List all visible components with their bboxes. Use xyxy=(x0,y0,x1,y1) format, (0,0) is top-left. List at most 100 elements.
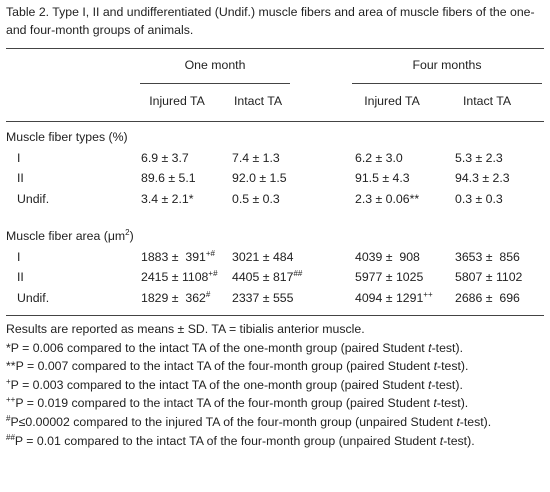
section-title: Muscle fiber types (%) xyxy=(6,128,128,146)
row-label: I xyxy=(17,249,21,264)
footnote: *P = 0.006 compared to the intact TA of … xyxy=(6,339,538,358)
footnote: ##P = 0.01 compared to the intact TA of … xyxy=(6,432,538,451)
footnote-italic: t xyxy=(456,414,460,429)
footnote-tail: -test). xyxy=(431,377,463,392)
footnote: **P = 0.007 compared to the intact TA of… xyxy=(6,357,538,376)
cell-text: 4094 ± 1291 xyxy=(355,290,424,305)
footnote: ++P = 0.019 compared to the intact TA of… xyxy=(6,394,538,413)
group-rule xyxy=(140,83,290,84)
footnote: +P = 0.003 compared to the intact TA of … xyxy=(6,376,538,395)
cell: 6.2 ± 3.0 xyxy=(355,149,403,167)
cell-text: 2337 ± 555 xyxy=(232,290,294,305)
footnote-italic: t xyxy=(433,396,437,411)
footnote-tail: -test). xyxy=(436,396,469,411)
rule xyxy=(6,315,544,316)
cell-text: 0.3 ± 0.3 xyxy=(455,191,503,206)
footnote-text: P = 0.003 compared to the intact TA of t… xyxy=(10,377,429,392)
cell: 4405 ± 817## xyxy=(232,268,302,286)
footnote-italic: t xyxy=(433,359,438,374)
footnote-text: **P = 0.007 compared to the intact TA of… xyxy=(6,359,434,374)
cell-text: 5807 ± 1102 xyxy=(455,270,523,284)
cell: 2415 ± 1108+# xyxy=(141,268,218,286)
cell-text: 2.3 ± 0.06** xyxy=(355,191,420,206)
column-header: Intact TA xyxy=(233,94,283,108)
cell-text: 3.4 ± 2.1* xyxy=(141,191,194,206)
cell-text: 91.5 ± 4.3 xyxy=(355,171,410,185)
cell: 4094 ± 1291++ xyxy=(355,289,433,307)
cell: 0.5 ± 0.3 xyxy=(232,190,280,208)
caption: Table 2. Type I, II and undifferentiated… xyxy=(6,5,535,37)
footnote-tail: -test). xyxy=(459,414,492,429)
section-title-tail: ) xyxy=(129,229,134,243)
cell-text: 2686 ± 696 xyxy=(455,290,520,305)
column-header: Injured TA xyxy=(149,94,205,108)
section-title-text: Muscle fiber types (%) xyxy=(6,130,128,144)
cell-text: 4405 ± 817 xyxy=(232,270,294,284)
superscript: +# xyxy=(205,248,215,258)
footnote-tail: -test). xyxy=(437,359,469,374)
cell: 3.4 ± 2.1* xyxy=(141,190,194,208)
row-label: II xyxy=(17,270,24,284)
cell-text: 7.4 ± 1.3 xyxy=(232,150,280,165)
footnote-text: P≤0.00002 compared to the injured TA of … xyxy=(10,414,457,429)
footnote: Results are reported as means ± SD. TA =… xyxy=(6,320,538,339)
cell: 0.3 ± 0.3 xyxy=(455,190,503,208)
cell-text: 4039 ± 908 xyxy=(355,249,420,264)
cell: 5807 ± 1102 xyxy=(455,268,522,286)
cell-text: 3021 ± 484 xyxy=(232,249,294,264)
cell-text: 3653 ± 856 xyxy=(455,249,520,264)
footnote: #P≤0.00002 compared to the injured TA of… xyxy=(6,413,538,432)
section-title: Muscle fiber area (μm2) xyxy=(6,227,134,245)
rule xyxy=(6,48,544,49)
footnote-text: P = 0.01 compared to the intact TA of th… xyxy=(14,433,440,448)
superscript: 2 xyxy=(125,228,130,237)
cell: 4039 ± 908 xyxy=(355,248,420,266)
footnote-tail: -test). xyxy=(443,433,475,448)
footnote-tail: -test). xyxy=(431,340,463,355)
cell: 2337 ± 555 xyxy=(232,289,293,307)
cell-text: 92.0 ± 1.5 xyxy=(232,171,287,185)
cell: 2.3 ± 0.06** xyxy=(355,190,419,208)
footnote-italic: t xyxy=(428,377,432,392)
footnote-mark: # xyxy=(6,413,11,423)
footnote-italic: t xyxy=(428,340,432,355)
footnote-text: *P = 0.006 compared to the intact TA of … xyxy=(6,340,429,355)
group-header: Four months xyxy=(412,58,482,72)
cell-text: 6.9 ± 3.7 xyxy=(141,150,189,165)
cell: 3021 ± 484 xyxy=(232,248,293,266)
cell: 89.6 ± 5.1 xyxy=(141,169,196,187)
rule xyxy=(6,121,544,122)
cell: 1883 ± 391+# xyxy=(141,248,215,266)
group-header: One month xyxy=(184,58,246,72)
superscript: # xyxy=(205,289,211,299)
cell: 91.5 ± 4.3 xyxy=(355,169,410,187)
section-title-text: Muscle fiber area (μm xyxy=(6,229,126,243)
cell: 1829 ± 362# xyxy=(141,289,210,307)
superscript: +# xyxy=(208,269,218,278)
footnote-italic: t xyxy=(439,433,444,448)
cell: 5.3 ± 2.3 xyxy=(455,149,503,167)
footnote-mark: + xyxy=(6,376,11,386)
footnotes: Results are reported as means ± SD. TA =… xyxy=(6,320,538,450)
column-header: Intact TA xyxy=(462,94,512,108)
row-label: I xyxy=(17,150,21,165)
cell: 7.4 ± 1.3 xyxy=(232,149,280,167)
cell-text: 0.5 ± 0.3 xyxy=(232,191,280,206)
column-header: Injured TA xyxy=(364,94,420,108)
footnote-mark: ++ xyxy=(6,395,16,405)
cell: 94.3 ± 2.3 xyxy=(455,169,510,187)
row-label: Undif. xyxy=(17,290,50,305)
cell-text: 1829 ± 362 xyxy=(141,290,206,305)
cell: 2686 ± 696 xyxy=(455,289,520,307)
cell-text: 5.3 ± 2.3 xyxy=(455,150,503,165)
row-label: Undif. xyxy=(17,191,50,206)
cell: 5977 ± 1025 xyxy=(355,268,423,286)
footnote-text: Results are reported as means ± SD. TA =… xyxy=(6,322,365,336)
cell: 3653 ± 856 xyxy=(455,248,520,266)
group-rule xyxy=(352,83,542,84)
cell: 92.0 ± 1.5 xyxy=(232,169,287,187)
cell-text: 5977 ± 1025 xyxy=(355,270,424,284)
superscript: ## xyxy=(293,269,303,278)
row-label: II xyxy=(17,171,24,185)
